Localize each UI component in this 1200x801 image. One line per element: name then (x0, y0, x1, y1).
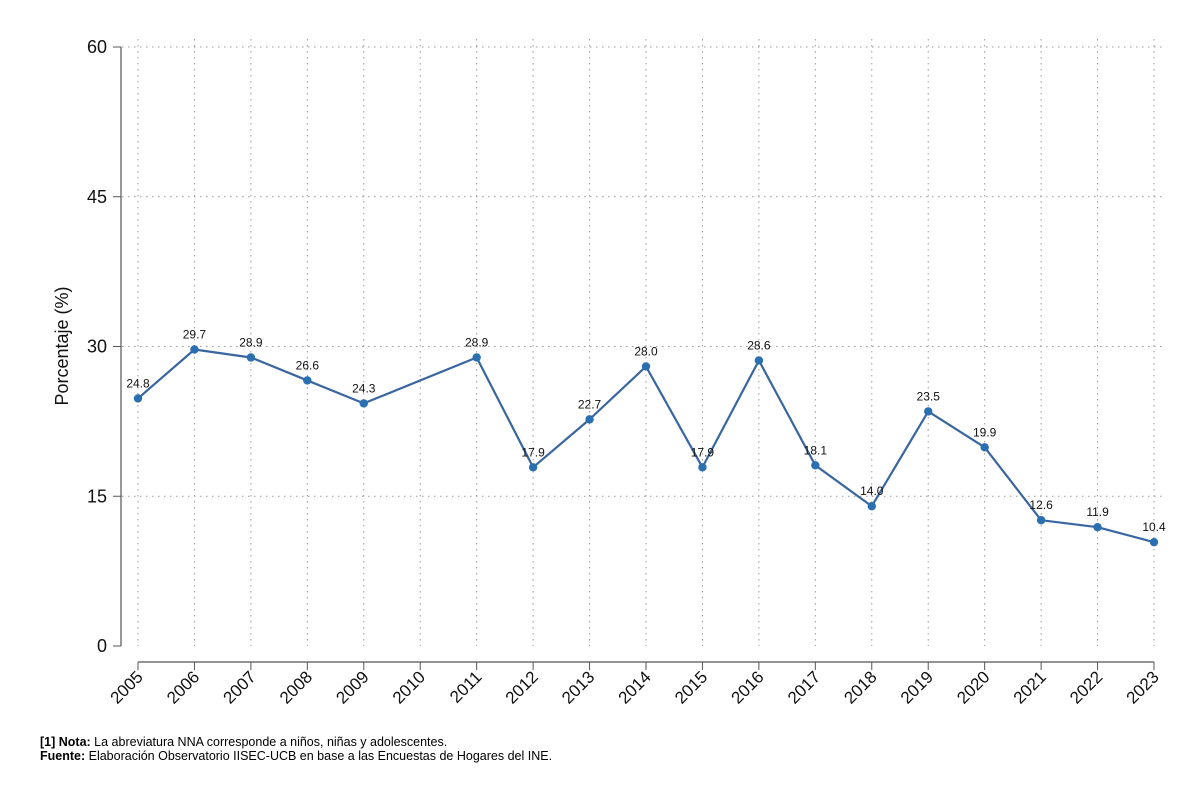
data-point (246, 353, 256, 362)
x-tick-label: 2022 (1066, 667, 1106, 707)
data-point (867, 502, 876, 511)
note-line: [1] Nota: La abreviatura NNA corresponde… (40, 735, 552, 749)
data-label: 18.1 (804, 443, 828, 457)
data-label: 28.0 (634, 344, 658, 358)
series-line-group (137, 348, 1155, 544)
data-label: 17.9 (691, 445, 715, 459)
x-tick-label: 2012 (502, 667, 542, 707)
y-tick-label: 45 (87, 187, 107, 207)
data-label: 24.3 (352, 381, 376, 395)
data-label: 19.9 (973, 425, 997, 439)
x-tick-label: 2017 (784, 667, 824, 707)
data-label: 14.0 (860, 484, 884, 498)
data-label: 28.9 (239, 335, 263, 349)
data-label: 28.9 (465, 335, 489, 349)
x-axis-ticks: 2005 2006 2007 2008 2009 2010 2011 2012 2013 2014… (107, 662, 1163, 708)
data-label: 17.9 (521, 445, 545, 459)
data-point (528, 463, 538, 472)
x-tick-label: 2005 (107, 667, 147, 707)
x-tick-label: 2019 (897, 667, 937, 707)
data-points (133, 345, 1159, 547)
y-tick-label: 15 (87, 486, 107, 506)
data-label: 12.6 (1029, 498, 1053, 512)
y-axis-title: Porcentaje (%) (52, 286, 72, 405)
data-point (585, 415, 594, 424)
note-text: La abreviatura NNA corresponde a niños, … (90, 735, 448, 749)
data-point (133, 394, 143, 403)
note-label: [1] Nota: (40, 735, 91, 749)
y-tick-label: 0 (97, 636, 107, 656)
data-point (924, 407, 933, 416)
grid-lines (122, 39, 1165, 646)
x-tick-label: 2021 (1010, 667, 1050, 707)
data-point (303, 376, 312, 385)
x-tick-label: 2007 (220, 667, 260, 707)
data-point (190, 345, 199, 354)
source-line: Fuente: Elaboración Observatorio IISEC-U… (40, 749, 552, 763)
y-tick-label: 30 (87, 337, 107, 357)
data-label: 22.7 (578, 397, 602, 411)
x-tick-label: 2015 (671, 667, 711, 707)
chart-notes: [1] Nota: La abreviatura NNA corresponde… (40, 735, 552, 763)
data-point (1149, 537, 1159, 547)
data-label: 23.5 (917, 389, 941, 403)
source-label: Fuente: (40, 749, 86, 763)
series-line (137, 348, 1155, 544)
data-point (641, 362, 651, 371)
data-point (472, 353, 481, 362)
x-tick-label: 2013 (558, 667, 598, 707)
data-label: 28.6 (747, 338, 771, 352)
source-text: Elaboración Observatorio IISEC-UCB en ba… (85, 749, 553, 763)
data-label: 29.7 (183, 327, 207, 341)
x-tick-label: 2014 (615, 667, 655, 707)
data-labels: 24.8 29.7 28.9 26.6 24.3 28.9 17.9 22.7 28.0 17.9… (126, 327, 1166, 534)
data-point (754, 356, 764, 365)
data-point (811, 461, 820, 470)
data-label: 26.6 (296, 358, 320, 372)
data-point (980, 443, 989, 452)
y-axis-ticks: 0 15 30 45 60 (87, 37, 121, 656)
data-point (698, 463, 707, 472)
x-tick-label: 2018 (840, 667, 880, 707)
y-tick-label: 60 (87, 37, 107, 57)
x-tick-label: 2011 (446, 667, 485, 706)
data-point (1093, 522, 1102, 532)
data-label: 11.9 (1086, 505, 1109, 519)
x-tick-label: 2020 (953, 667, 993, 707)
x-tick-label: 2010 (389, 667, 429, 707)
x-tick-label: 2008 (276, 667, 316, 707)
x-tick-label: 2009 (332, 667, 372, 707)
data-point (1036, 516, 1046, 525)
data-label: 10.4 (1142, 520, 1166, 534)
x-tick-label: 2023 (1123, 667, 1163, 707)
data-label: 24.8 (126, 376, 150, 390)
x-tick-label: 2016 (728, 667, 768, 707)
x-tick-label: 2006 (163, 667, 203, 707)
data-point (359, 399, 368, 408)
